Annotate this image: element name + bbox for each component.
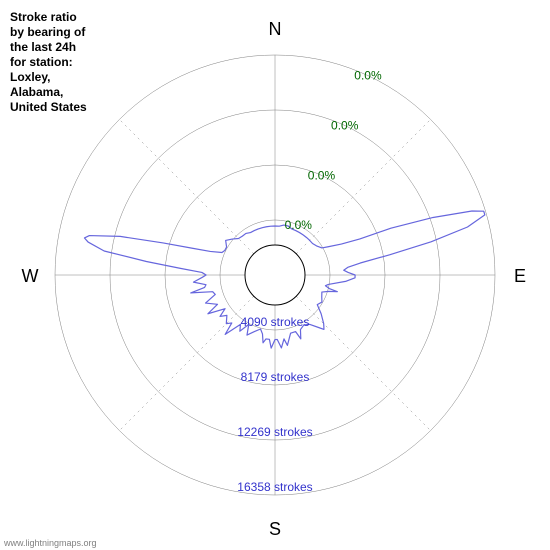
svg-text:0.0%: 0.0%	[285, 218, 313, 232]
svg-text:8179 strokes: 8179 strokes	[241, 370, 310, 384]
svg-text:N: N	[269, 19, 282, 39]
footer-credit: www.lightningmaps.org	[4, 538, 97, 548]
svg-text:W: W	[22, 266, 39, 286]
svg-text:E: E	[514, 266, 526, 286]
svg-text:S: S	[269, 519, 281, 539]
svg-text:0.0%: 0.0%	[331, 118, 359, 132]
chart-title: Stroke ratio by bearing of the last 24h …	[10, 10, 87, 115]
svg-text:0.0%: 0.0%	[308, 168, 336, 182]
svg-text:16358 strokes: 16358 strokes	[237, 480, 312, 494]
svg-text:4090 strokes: 4090 strokes	[241, 315, 310, 329]
svg-text:0.0%: 0.0%	[354, 69, 382, 83]
svg-text:12269 strokes: 12269 strokes	[237, 425, 312, 439]
